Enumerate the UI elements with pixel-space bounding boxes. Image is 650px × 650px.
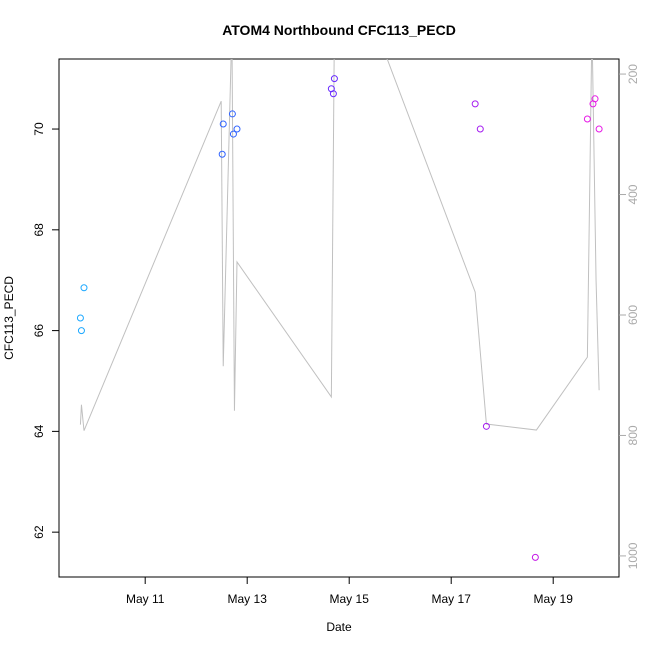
x-tick-label: May 11 [126, 592, 165, 606]
data-line [79, 59, 600, 431]
data-point [233, 125, 241, 133]
y-tick-label: 68 [32, 223, 46, 237]
data-point [219, 120, 227, 128]
y2-tick-label: 800 [626, 425, 640, 445]
data-point [218, 150, 226, 158]
y-tick-label: 64 [32, 424, 46, 438]
y-tick-label: 70 [32, 122, 46, 136]
y2-tick-label: 1000 [626, 542, 640, 569]
x-tick-label: May 19 [534, 592, 574, 606]
data-point [228, 110, 236, 118]
y-tick-label: 62 [32, 525, 46, 539]
y2-tick-label: 600 [626, 305, 640, 325]
data-point [476, 125, 484, 133]
data-point [595, 125, 603, 133]
y2-tick-label: 200 [626, 64, 640, 84]
data-point [76, 314, 84, 322]
data-point [329, 90, 337, 98]
x-tick-label: May 13 [228, 592, 268, 606]
data-point [583, 115, 591, 123]
data-point [471, 100, 479, 108]
data-point [77, 327, 85, 335]
x-axis-label: Date [326, 620, 352, 634]
data-point [330, 75, 338, 83]
chart-title: ATOM4 Northbound CFC113_PECD [222, 22, 456, 38]
x-tick-label: May 17 [432, 592, 472, 606]
data-point [482, 422, 490, 430]
data-point [591, 95, 599, 103]
plot-frame [58, 58, 620, 578]
y-tick-label: 66 [32, 324, 46, 338]
data-point [229, 130, 237, 138]
data-point [531, 553, 539, 561]
x-tick-label: May 15 [330, 592, 370, 606]
data-point [80, 284, 88, 292]
y-axis-label: CFC113_PECD [2, 276, 16, 360]
y2-tick-label: 400 [626, 184, 640, 204]
